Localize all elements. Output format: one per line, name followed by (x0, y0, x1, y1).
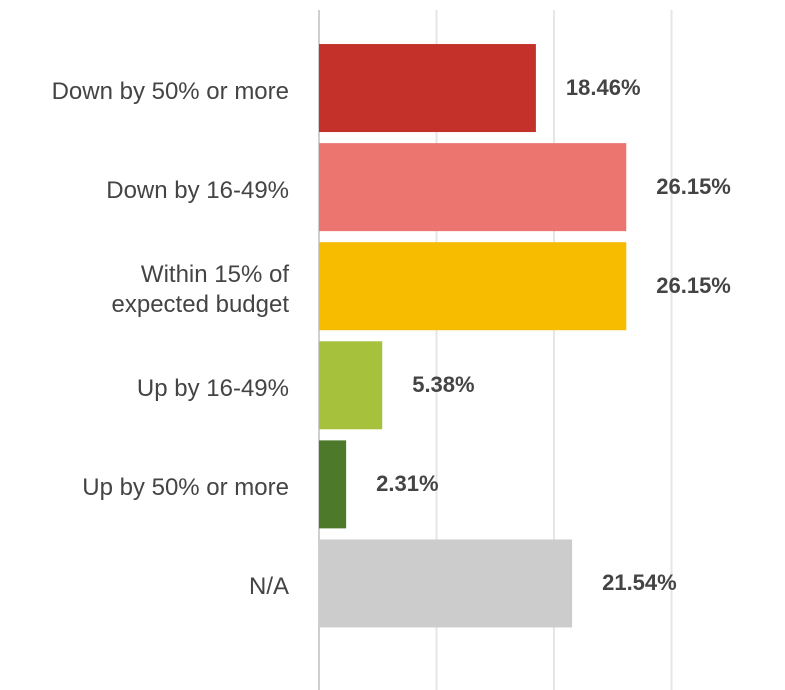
category-label: Within 15% of expected budget (111, 261, 289, 319)
value-label: 26.15% (656, 273, 731, 299)
category-label: Up by 16-49% (136, 375, 289, 403)
category-label: Up by 50% or more (82, 474, 289, 502)
bar (319, 539, 573, 628)
value-label: 21.54% (602, 570, 677, 596)
bar (319, 341, 383, 430)
category-label: N/A (248, 573, 289, 601)
value-label: 18.46% (565, 75, 641, 101)
category-label: Down by 16-49% (106, 177, 289, 205)
value-label: 26.15% (656, 174, 731, 200)
value-label: 2.31% (376, 471, 439, 497)
bar (319, 143, 627, 232)
bar (319, 440, 347, 529)
bar (319, 242, 627, 331)
bar (319, 44, 536, 133)
value-label: 5.38% (412, 372, 475, 398)
category-label: Down by 50% or more (51, 78, 289, 106)
